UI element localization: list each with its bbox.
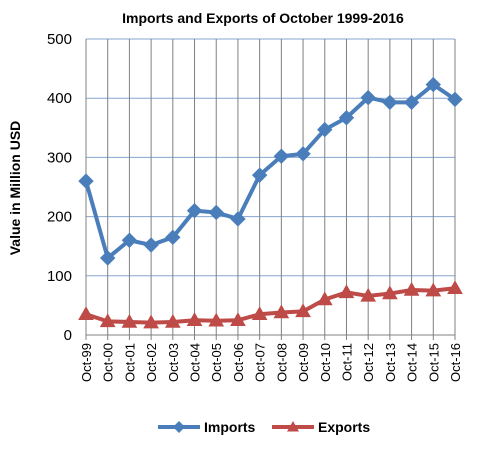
- data-point-exports: [295, 303, 311, 318]
- data-point-imports: [208, 204, 224, 221]
- series-line-exports: [84, 286, 457, 325]
- y-tick-label: 200: [47, 209, 72, 226]
- data-point-imports: [382, 94, 398, 111]
- y-axis-label: Value in Million USD: [7, 121, 23, 256]
- data-point-imports: [121, 232, 138, 248]
- data-point-exports: [121, 313, 138, 328]
- data-point-exports: [316, 291, 333, 306]
- data-point-imports: [403, 94, 420, 111]
- y-tick-label: 300: [47, 149, 72, 166]
- x-tick-label: Oct-09: [296, 343, 311, 382]
- x-tick-label: Oct-04: [188, 343, 203, 382]
- x-tick-label: Oct-08: [274, 343, 289, 382]
- data-point-exports: [143, 314, 159, 329]
- x-tick-label: Oct-02: [144, 343, 159, 382]
- data-point-exports: [78, 306, 94, 321]
- x-tick-label: Oct-14: [405, 343, 420, 382]
- data-point-exports: [425, 282, 442, 297]
- data-point-imports: [295, 146, 311, 162]
- data-point-exports: [186, 312, 203, 326]
- x-tick-label: Oct-01: [122, 343, 137, 382]
- series-line-imports: [84, 82, 457, 261]
- x-tick-label: Oct-13: [383, 343, 398, 382]
- x-tick-label: Oct-00: [101, 343, 116, 382]
- data-point-imports: [338, 110, 355, 126]
- y-tick-label: 0: [64, 327, 72, 344]
- data-point-imports: [447, 91, 463, 108]
- data-point-exports: [230, 312, 246, 326]
- legend-marker-imports: [173, 421, 185, 433]
- x-tick-label: Oct-12: [361, 343, 376, 382]
- y-tick-label: 500: [47, 31, 72, 48]
- x-tick-label: Oct-03: [166, 343, 181, 382]
- data-point-imports: [143, 237, 159, 253]
- x-tick-label: Oct-16: [448, 343, 463, 382]
- legend-marker-exports: [287, 421, 299, 432]
- data-point-exports: [99, 313, 116, 328]
- data-point-exports: [382, 285, 398, 300]
- data-point-imports: [186, 202, 203, 219]
- data-point-imports: [78, 173, 94, 189]
- x-tick-label: Oct-15: [426, 343, 441, 382]
- x-tick-label: Oct-99: [79, 343, 94, 382]
- legend: Imports Exports: [158, 419, 370, 435]
- legend-label-exports: Exports: [318, 419, 370, 435]
- data-point-exports: [360, 287, 377, 302]
- x-tick-label: Oct-07: [253, 343, 268, 382]
- data-point-exports: [338, 284, 355, 299]
- x-tick-label: Oct-06: [231, 343, 246, 382]
- data-point-imports: [230, 211, 246, 227]
- data-point-imports: [425, 76, 442, 93]
- data-point-imports: [360, 89, 376, 106]
- x-tick-label: Oct-05: [209, 343, 224, 382]
- data-point-exports: [447, 280, 463, 294]
- data-point-imports: [251, 167, 268, 183]
- data-point-imports: [317, 121, 333, 138]
- x-tick-label: Oct-10: [318, 343, 333, 382]
- y-tick-label: 100: [47, 268, 72, 285]
- series-group: [78, 76, 463, 329]
- chart-title: Imports and Exports of October 1999-2016: [122, 10, 404, 26]
- legend-label-imports: Imports: [204, 419, 256, 435]
- x-tick-label: Oct-11: [339, 343, 354, 381]
- data-point-exports: [273, 304, 290, 319]
- data-point-exports: [208, 312, 225, 327]
- data-point-imports: [273, 148, 290, 164]
- axes: 0 100 200 300 400 500 Oct-99 Oct-00 Oct-01 Oct-02…: [47, 31, 463, 382]
- data-point-imports: [99, 250, 116, 266]
- data-point-exports: [164, 313, 181, 328]
- data-point-imports: [165, 229, 181, 246]
- data-point-exports: [403, 282, 420, 296]
- y-tick-label: 400: [47, 90, 72, 107]
- data-point-exports: [251, 306, 268, 321]
